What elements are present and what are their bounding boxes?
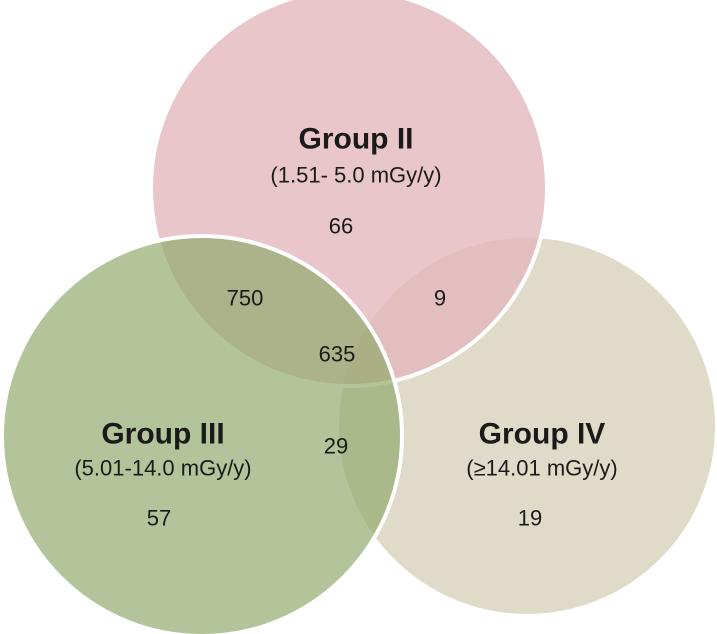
- intersection-all-count: 635: [319, 342, 356, 367]
- group-iii-name: Group III: [101, 418, 224, 451]
- intersection-ii-iv-count: 9: [434, 286, 446, 311]
- group-ii-name: Group II: [299, 123, 414, 156]
- group-iv-name: Group IV: [479, 418, 606, 451]
- group-iii-range: (5.01-14.0 mGy/y): [74, 456, 251, 481]
- group-ii-range: (1.51- 5.0 mGy/y): [270, 163, 441, 188]
- group-iv-only-count: 19: [518, 506, 542, 531]
- intersection-iii-iv-count: 29: [324, 434, 348, 459]
- group-ii-only-count: 66: [329, 214, 353, 239]
- group-iv-range: (≥14.01 mGy/y): [466, 456, 617, 481]
- intersection-ii-iii-count: 750: [227, 286, 264, 311]
- circle-group-iii: [0, 234, 404, 634]
- group-iii-only-count: 57: [147, 506, 171, 531]
